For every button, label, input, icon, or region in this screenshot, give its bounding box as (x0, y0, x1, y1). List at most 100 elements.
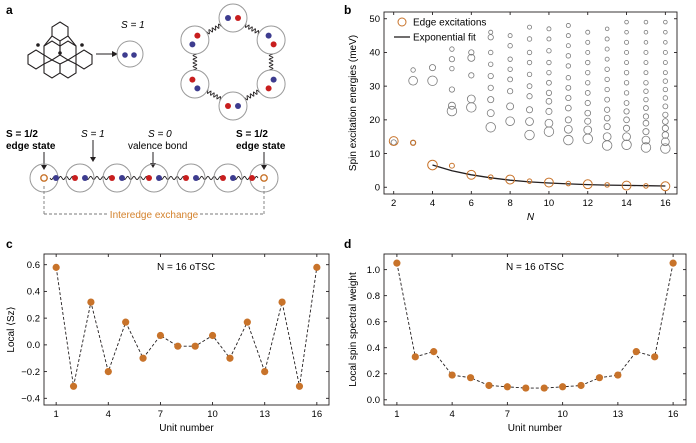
bulk-excitation-point (526, 93, 533, 100)
x-axis-label: Unit number (508, 423, 563, 434)
sz-data-point (87, 298, 95, 306)
weight-data-point (430, 348, 438, 356)
y-axis-label: Local ⟨Sz⟩ (6, 306, 17, 352)
spin-dot-blue (193, 175, 199, 181)
panel-label-c: c (6, 237, 13, 251)
bulk-excitation-point (622, 132, 631, 142)
weight-data-point (448, 371, 456, 379)
bulk-excitation-point (604, 106, 611, 113)
spin-dot-red (249, 175, 255, 181)
radical-dot (36, 43, 40, 47)
left-edge-label-line1: S = 1/2 (6, 129, 38, 140)
bulk-excitation-point (545, 107, 553, 115)
bulk-excitation-point (467, 53, 476, 62)
legend-label-edge: Edge excitations (413, 18, 486, 29)
linear-chain (29, 163, 279, 193)
y-tick-label: 50 (369, 14, 380, 25)
bulk-excitation-point (507, 66, 513, 72)
annotation: N = 16 oTSC (506, 262, 564, 273)
weight-data-point (669, 259, 677, 267)
bulk-excitation-point (602, 132, 612, 142)
ring-bond (268, 50, 274, 74)
weight-data-point (466, 374, 475, 382)
y-tick-label: 20 (369, 115, 380, 126)
bulk-excitation-point (623, 80, 630, 86)
bulk-excitation-point (526, 106, 534, 114)
arrow-icon (96, 51, 118, 57)
bulk-excitation-point (410, 67, 416, 73)
bulk-excitation-point (661, 131, 670, 139)
bulk-excitation-point (487, 84, 494, 91)
edge-excitation-point (582, 179, 593, 190)
panel-label-d: d (344, 237, 351, 251)
weight-data-point (595, 374, 604, 382)
x-tick-label: 16 (668, 409, 679, 420)
y-tick-label: 30 (369, 81, 380, 92)
bulk-excitation-point (485, 122, 496, 133)
y-tick-label: 0.6 (27, 260, 40, 271)
bulk-excitation-point (526, 49, 533, 56)
x-tick-label: 1 (394, 409, 399, 420)
bulk-excitation-point (446, 105, 458, 117)
edge-excitation-point (543, 177, 554, 188)
bulk-excitation-point (545, 89, 553, 96)
bulk-excitation-point (507, 56, 513, 62)
chain-unit-circle (102, 163, 132, 193)
y-tick-label: 0.0 (367, 395, 380, 406)
panel-label-a: a (6, 3, 13, 17)
edge-excitation-point (427, 159, 438, 171)
bulk-excitation-point (624, 60, 629, 66)
chain-unit-circle (213, 163, 243, 193)
sz-data-point (313, 263, 321, 271)
bulk-excitation-point (643, 105, 649, 111)
bulk-excitation-point (526, 59, 533, 66)
y-axis-label: Spin excitation energies (meV) (348, 35, 359, 171)
sz-data-point (52, 263, 60, 271)
chain-bond (159, 175, 186, 181)
bulk-excitation-point (662, 118, 669, 125)
spin-dot-red (225, 103, 231, 109)
chain-bond (196, 175, 223, 181)
bulk-excitation-point (643, 19, 649, 25)
bulk-excitation-point (449, 65, 455, 72)
bulk-excitation-point (662, 86, 669, 93)
bulk-excitation-point (447, 101, 456, 110)
weight-data-point (411, 353, 419, 361)
plot-frame (383, 11, 678, 195)
bulk-excitation-point (507, 33, 513, 39)
bulk-excitation-point (448, 86, 455, 93)
bulk-excitation-point (507, 76, 513, 83)
bulk-excitation-point (468, 49, 475, 56)
ring-unit-circle (218, 91, 248, 121)
weight-data-point (577, 381, 585, 390)
bulk-excitation-point (624, 29, 629, 35)
ring-bond (203, 88, 225, 102)
bulk-excitation-point (585, 39, 591, 45)
spin-dot-red (194, 32, 201, 39)
bulk-excitation-point (546, 70, 552, 76)
bulk-excitation-point (565, 63, 571, 69)
bulk-excitation-point (582, 133, 593, 144)
bulk-excitation-point (486, 109, 495, 118)
bulk-excitation-point (565, 94, 572, 102)
spin-dot-red (146, 175, 152, 181)
bulk-excitation-point (661, 137, 670, 147)
bulk-excitation-point (604, 26, 610, 32)
plot-frame (383, 253, 687, 406)
edge-excitation-point (660, 181, 671, 192)
x-axis-label: Unit number (159, 423, 214, 434)
edge-excitation-point (643, 183, 649, 189)
spin-dot-red (220, 175, 226, 181)
bulk-excitation-point (643, 80, 649, 86)
bulk-excitation-point (584, 109, 592, 117)
bulk-excitation-point (604, 86, 610, 93)
sz-data-point (295, 382, 304, 390)
spin-dot-red (109, 175, 115, 181)
edge-excitation-point (505, 174, 516, 185)
spin-dot-blue (270, 76, 277, 83)
y-tick-label: 0 (375, 182, 380, 193)
bulk-excitation-point (390, 139, 397, 146)
chain-unit-circle (139, 163, 169, 193)
bulk-excitation-point (584, 90, 591, 96)
ring-bond (242, 87, 262, 103)
